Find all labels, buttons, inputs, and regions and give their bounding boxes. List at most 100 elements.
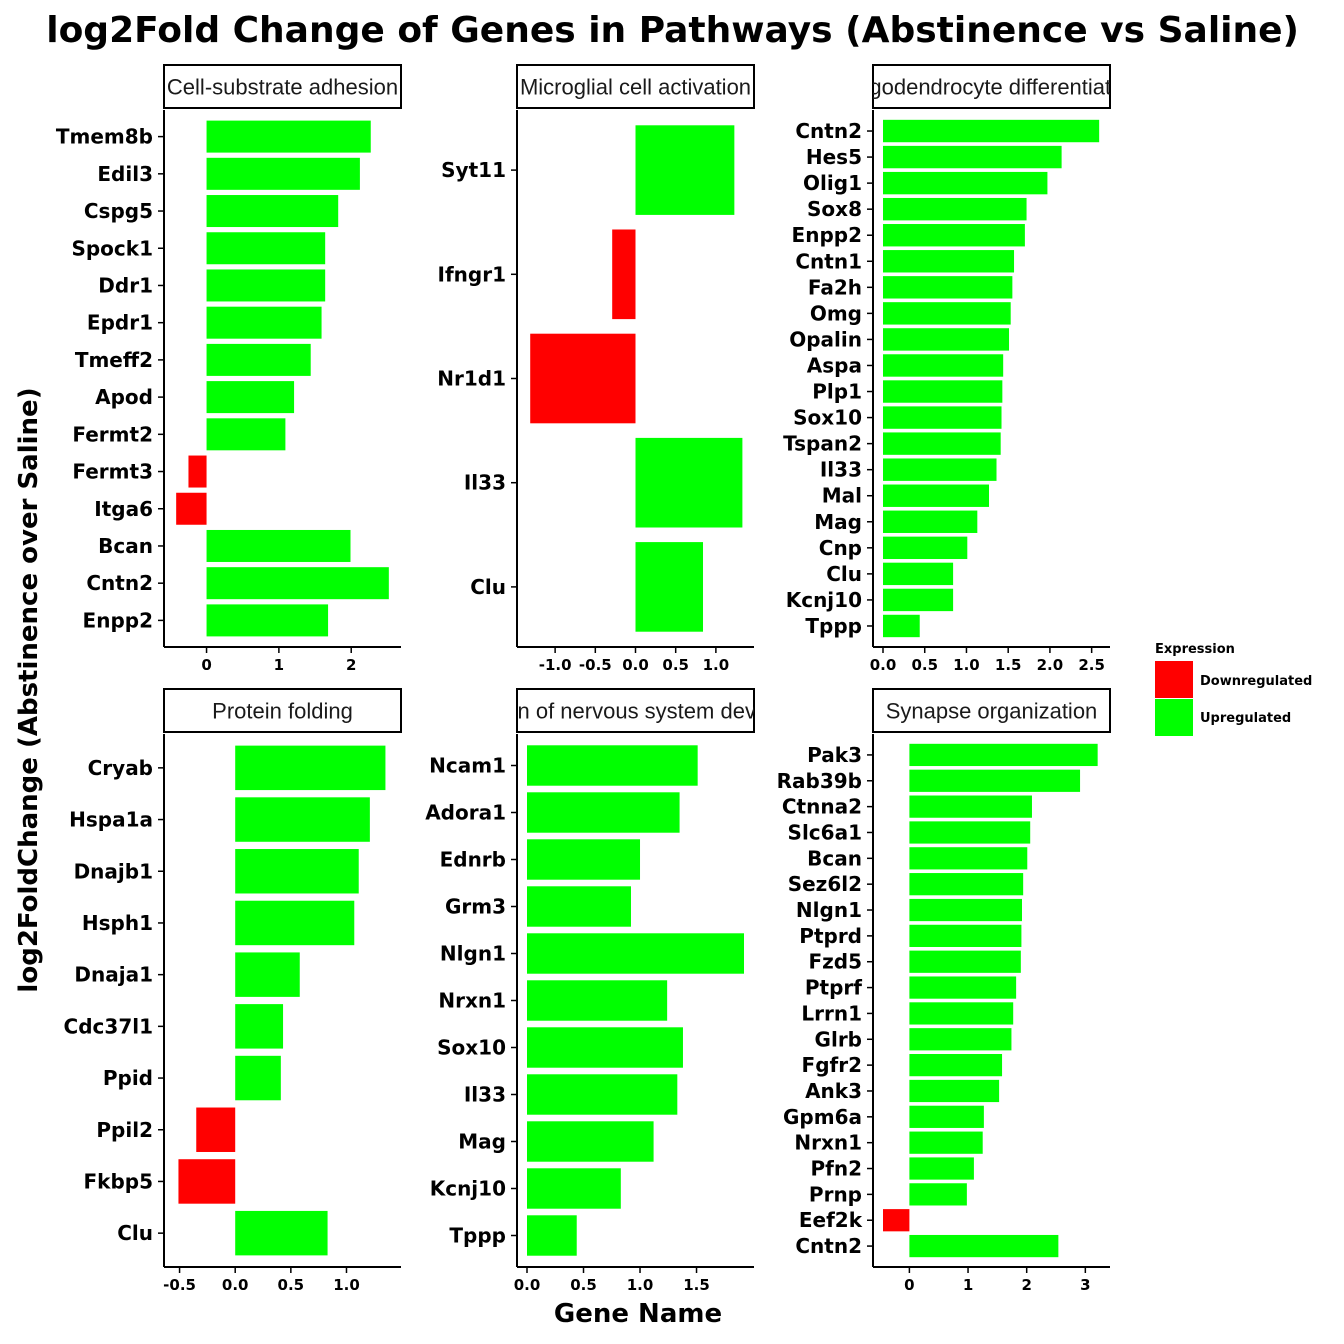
category-label: Ptprd: [799, 924, 862, 948]
category-label: Hsph1: [82, 911, 153, 935]
category-label: Ctnna2: [782, 795, 862, 819]
category-label: Aspa: [807, 353, 862, 377]
category-label: Nlgn1: [440, 942, 506, 966]
category-label: Ddr1: [98, 273, 153, 297]
x-tick-label: 1.0: [333, 1276, 360, 1294]
bar-cntn1: [883, 250, 1015, 273]
bar-tmeff2: [206, 343, 311, 376]
bar-glrb: [909, 1028, 1012, 1051]
x-tick-label: 3: [1080, 1276, 1090, 1294]
bar-nr1d1: [530, 333, 636, 424]
category-label: Il33: [464, 471, 506, 495]
bar-slc6a1: [909, 821, 1031, 844]
facet-strip-label: Regulation of nervous system development: [425, 699, 847, 724]
category-label: Syt11: [441, 158, 506, 182]
category-label: Cntn1: [795, 249, 862, 273]
x-tick-label: 0.5: [278, 1276, 305, 1294]
category-label: Tmem8b: [56, 125, 153, 149]
x-tick-label: 0.5: [570, 1276, 597, 1294]
category-label: Enpp2: [83, 608, 153, 632]
category-label: Ptprf: [805, 976, 862, 1000]
bar-hsph1: [235, 900, 355, 946]
panel-protein-folding: Protein folding Cryab Hspa1a Dnajb1 Hsph1 Dna…: [64, 688, 402, 1294]
bar-mag: [527, 1121, 654, 1162]
category-label: Ednrb: [440, 848, 506, 872]
category-label: Clu: [117, 1221, 153, 1245]
bar-ank3: [909, 1079, 1000, 1103]
bar-prnp: [909, 1183, 967, 1206]
x-tick-label: 0.0: [622, 656, 649, 674]
x-tick-label: 2.5: [1078, 656, 1105, 674]
panel-cell-substrate-adhesion: Cell-substrate adhesion Tmem8b Edil3 Cspg5 S…: [56, 64, 402, 674]
bar-rab39b: [909, 769, 1081, 792]
bar-nlgn1: [527, 933, 744, 974]
bar-tppp: [883, 614, 920, 638]
bar-ctnna2: [909, 795, 1032, 818]
bar-il33: [883, 458, 997, 481]
category-label: Nrxn1: [438, 989, 506, 1013]
facet-strip: [872, 64, 1111, 109]
bar-lrrn1: [909, 1002, 1014, 1025]
bar-dnaja1: [235, 952, 300, 997]
x-tick-label: 2: [1021, 1276, 1031, 1294]
category-label: Cnp: [819, 536, 862, 560]
category-label: Fgfr2: [802, 1053, 862, 1077]
bar-ddr1: [206, 269, 326, 302]
bar-spock1: [206, 232, 326, 265]
category-label: Ncam1: [429, 754, 506, 778]
category-label: Sox10: [437, 1036, 506, 1060]
bar-hspa1a: [235, 797, 370, 842]
bar-apod: [206, 381, 295, 414]
category-label: Pfn2: [810, 1157, 862, 1181]
category-label: Slc6a1: [788, 820, 862, 844]
bar-sox10: [883, 406, 1002, 429]
legend-key-upregulated: [1155, 699, 1193, 736]
bar-grm3: [527, 886, 631, 927]
bar-tspan2: [883, 432, 1001, 455]
category-label: Bcan: [98, 534, 153, 558]
category-label: Tppp: [805, 614, 862, 638]
facet-strip-label: Protein folding: [212, 699, 353, 724]
x-tick-label: -0.5: [163, 1276, 196, 1294]
bar-cdc37l1: [235, 1004, 284, 1049]
bar-fzd5: [909, 950, 1021, 973]
category-label: Grm3: [445, 895, 506, 919]
bar-epdr1: [206, 306, 322, 339]
facet-strip: [516, 64, 755, 109]
category-label: Hspa1a: [69, 808, 153, 832]
category-label: Il33: [464, 1083, 506, 1107]
bar-tmem8b: [206, 120, 371, 153]
category-label: Fermt3: [72, 460, 153, 484]
category-label: Edil3: [97, 162, 153, 186]
category-label: Hes5: [806, 145, 862, 169]
category-label: Fermt2: [72, 422, 153, 446]
category-label: Apod: [95, 385, 153, 409]
category-label: Adora1: [425, 801, 506, 825]
bar-il33: [527, 1074, 678, 1115]
bar-opalin: [883, 328, 1010, 351]
category-label: Sox8: [807, 197, 862, 221]
category-label: Ppil2: [96, 1118, 153, 1142]
category-label: Cdc37l1: [64, 1014, 153, 1038]
bar-ptprf: [909, 976, 1017, 999]
bar-nlgn1: [909, 898, 1022, 922]
category-label: Tmeff2: [75, 348, 153, 372]
category-label: Kcnj10: [430, 1177, 506, 1201]
bar-syt11: [635, 125, 735, 215]
bar-pak3: [909, 743, 1098, 767]
category-label: Mal: [822, 484, 862, 508]
x-tick-label: 0.5: [662, 656, 689, 674]
legend-label-downregulated: Downregulated: [1200, 674, 1312, 689]
panel-oligodendrocyte-differentiation: Oligodendrocyte differentiation Cntn2Hes5…: [783, 64, 1111, 674]
category-label: Il33: [820, 458, 862, 482]
bar-ptprd: [909, 924, 1022, 947]
bar-il33: [635, 437, 743, 528]
category-label: Tspan2: [783, 432, 862, 456]
category-label: Dnaja1: [74, 963, 153, 987]
facet-strip-label: Microglial cell activation: [520, 75, 751, 100]
category-label: Sox10: [793, 406, 862, 430]
category-label: Cntn2: [795, 1234, 862, 1258]
category-label: Lrrn1: [801, 1001, 862, 1025]
bar-cryab: [235, 745, 386, 791]
